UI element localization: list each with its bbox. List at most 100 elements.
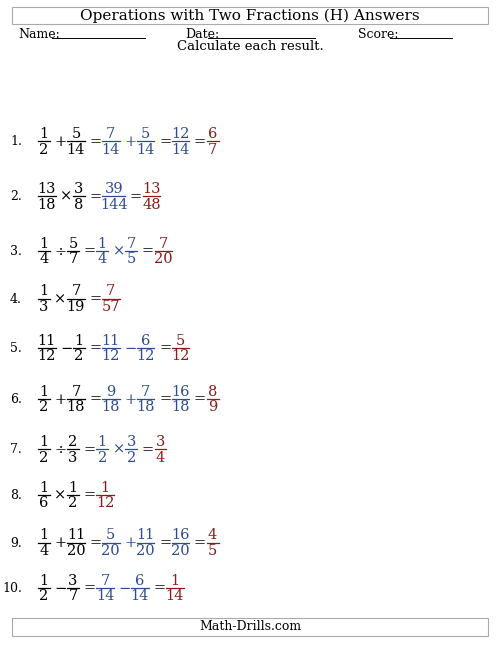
Text: +: + <box>124 135 136 149</box>
Text: Calculate each result.: Calculate each result. <box>176 39 324 52</box>
Text: 4: 4 <box>156 451 165 465</box>
Text: 2: 2 <box>74 349 84 364</box>
Text: 14: 14 <box>130 589 149 604</box>
Text: +: + <box>124 536 136 550</box>
Text: +: + <box>124 393 136 406</box>
Text: 1: 1 <box>40 435 48 449</box>
Text: 3: 3 <box>39 300 48 314</box>
Text: ×: × <box>112 245 125 259</box>
Text: =: = <box>142 443 154 457</box>
Text: 5: 5 <box>141 127 150 141</box>
Text: 5: 5 <box>126 252 136 267</box>
Text: =: = <box>90 536 102 550</box>
Text: ÷: ÷ <box>54 245 66 259</box>
Text: 7: 7 <box>72 285 80 298</box>
Text: =: = <box>159 342 171 356</box>
Text: 9.: 9. <box>10 536 22 549</box>
Text: Operations with Two Fractions (H) Answers: Operations with Two Fractions (H) Answer… <box>80 8 420 23</box>
Text: 14: 14 <box>172 143 190 157</box>
Text: Date:: Date: <box>185 28 219 41</box>
Text: +: + <box>54 393 66 406</box>
Text: 14: 14 <box>102 143 120 157</box>
Text: 5: 5 <box>72 127 80 141</box>
Text: 6: 6 <box>208 127 218 141</box>
Text: 5.: 5. <box>10 342 22 355</box>
Text: 7: 7 <box>68 252 78 267</box>
Text: 2: 2 <box>40 143 48 157</box>
Text: 20: 20 <box>66 544 85 558</box>
Text: 4: 4 <box>208 528 217 542</box>
Text: 11: 11 <box>38 334 56 347</box>
Text: =: = <box>84 245 96 259</box>
Text: 8.: 8. <box>10 489 22 502</box>
Text: 7.: 7. <box>10 443 22 456</box>
Text: =: = <box>130 190 142 204</box>
Text: 1: 1 <box>40 481 48 494</box>
Text: 3: 3 <box>126 435 136 449</box>
Text: 16: 16 <box>172 385 190 399</box>
Text: −: − <box>60 342 72 356</box>
Text: 4: 4 <box>40 544 48 558</box>
Text: 11: 11 <box>136 528 155 542</box>
Bar <box>12 618 488 636</box>
Text: 1.: 1. <box>10 135 22 148</box>
Text: 13: 13 <box>142 182 161 196</box>
Text: 144: 144 <box>100 197 128 212</box>
Text: =: = <box>194 536 206 550</box>
Text: =: = <box>84 443 96 457</box>
Text: Score:: Score: <box>358 28 399 41</box>
Text: =: = <box>159 393 171 406</box>
Text: 7: 7 <box>106 127 116 141</box>
Text: ×: × <box>54 488 66 503</box>
Text: 12: 12 <box>38 349 56 364</box>
Bar <box>12 7 488 24</box>
Text: 7: 7 <box>158 237 168 251</box>
Text: 7: 7 <box>100 574 110 587</box>
Text: 1: 1 <box>74 334 84 347</box>
Text: 2: 2 <box>68 496 78 510</box>
Text: 3: 3 <box>74 182 84 196</box>
Text: ×: × <box>112 443 125 457</box>
Text: 7: 7 <box>68 589 78 604</box>
Text: 5: 5 <box>106 528 116 542</box>
Text: 4: 4 <box>98 252 107 267</box>
Text: 5: 5 <box>176 334 185 347</box>
Text: 7: 7 <box>106 285 116 298</box>
Text: 12: 12 <box>172 127 190 141</box>
Text: 1: 1 <box>98 435 106 449</box>
Text: 5: 5 <box>208 544 217 558</box>
Text: =: = <box>194 135 206 149</box>
Text: =: = <box>84 488 96 503</box>
Text: 14: 14 <box>136 143 155 157</box>
Text: 3.: 3. <box>10 245 22 258</box>
Text: ×: × <box>54 292 66 306</box>
Text: 11: 11 <box>67 528 85 542</box>
Text: 9: 9 <box>208 400 217 414</box>
Text: 1: 1 <box>40 528 48 542</box>
Text: +: + <box>54 135 66 149</box>
Text: =: = <box>154 582 166 595</box>
Text: 1: 1 <box>40 237 48 251</box>
Text: 7: 7 <box>208 143 217 157</box>
Text: =: = <box>194 393 206 406</box>
Text: 13: 13 <box>38 182 56 196</box>
Text: 18: 18 <box>102 400 120 414</box>
Text: +: + <box>54 536 66 550</box>
Text: 20: 20 <box>154 252 172 267</box>
Text: 14: 14 <box>166 589 184 604</box>
Text: 12: 12 <box>102 349 120 364</box>
Text: =: = <box>159 536 171 550</box>
Text: −: − <box>124 342 136 356</box>
Text: 1: 1 <box>40 574 48 587</box>
Text: 1: 1 <box>98 237 106 251</box>
Text: 11: 11 <box>102 334 120 347</box>
Text: 12: 12 <box>172 349 190 364</box>
Text: 4: 4 <box>40 252 48 267</box>
Text: −: − <box>118 582 130 595</box>
Text: 1: 1 <box>40 385 48 399</box>
Text: Math-Drills.com: Math-Drills.com <box>199 620 301 633</box>
Text: 14: 14 <box>96 589 114 604</box>
Text: ×: × <box>60 190 72 204</box>
Text: 6.: 6. <box>10 393 22 406</box>
Text: 8: 8 <box>208 385 218 399</box>
